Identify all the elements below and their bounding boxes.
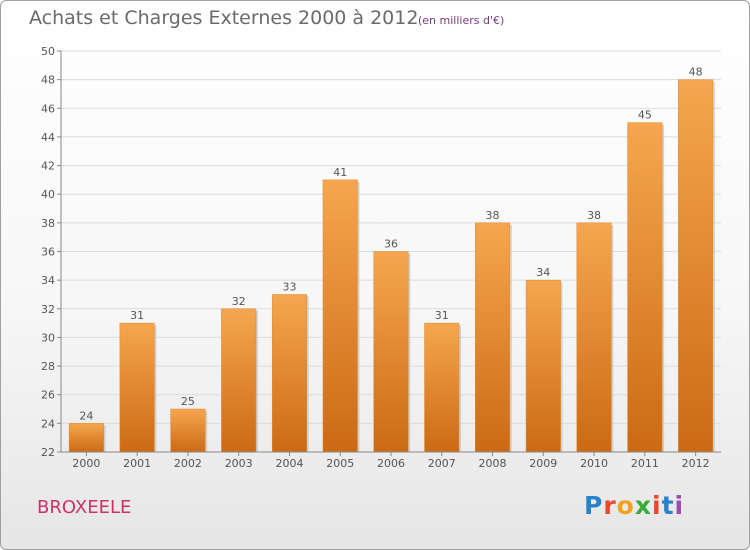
- x-tick-label: 2005: [326, 457, 354, 470]
- bar-value-label: 45: [638, 109, 652, 122]
- bar-value-label: 38: [486, 209, 500, 222]
- y-tick-label: 48: [41, 74, 55, 87]
- bar: [68, 423, 104, 453]
- logo-letter: t: [661, 491, 675, 520]
- x-tick-label: 2003: [225, 457, 253, 470]
- logo-letter: r: [603, 491, 617, 520]
- axes: [57, 50, 721, 456]
- y-tick-label: 24: [41, 417, 55, 430]
- y-tick-label: 34: [41, 274, 55, 287]
- x-tick-label: 2008: [479, 457, 507, 470]
- bar-value-label: 33: [282, 280, 296, 293]
- logo-letter: x: [634, 491, 652, 520]
- x-tick-label: 2006: [377, 457, 405, 470]
- bar-value-label: 36: [384, 238, 398, 251]
- y-tick-label: 26: [41, 389, 55, 402]
- y-tick-label: 44: [41, 131, 55, 144]
- bar-value-label: 38: [587, 209, 601, 222]
- y-tick-label: 36: [41, 246, 55, 259]
- bar: [221, 308, 257, 453]
- y-tick-label: 38: [41, 217, 55, 230]
- x-tick-label: 2002: [174, 457, 202, 470]
- y-tick-label: 40: [41, 188, 55, 201]
- proxiti-logo: Proxiti: [584, 491, 684, 520]
- bar-value-label: 34: [536, 266, 550, 279]
- town-name: BROXEELE: [37, 497, 132, 518]
- y-tick-label: 22: [41, 446, 55, 459]
- x-tick-label: 2001: [123, 457, 151, 470]
- bar: [424, 322, 460, 453]
- bar-value-label: 41: [333, 166, 347, 179]
- bar: [576, 222, 612, 453]
- y-tick-label: 46: [41, 102, 55, 115]
- bar-value-label: 25: [181, 395, 195, 408]
- bar: [475, 222, 511, 453]
- bar: [271, 294, 307, 453]
- bar-value-label: 24: [79, 409, 93, 422]
- x-tick-label: 2007: [428, 457, 456, 470]
- logo-letter: i: [674, 491, 685, 520]
- logo-letter: P: [584, 491, 604, 520]
- bar-value-label: 31: [130, 309, 144, 322]
- y-tick-label: 30: [41, 331, 55, 344]
- logo-letter: o: [616, 491, 635, 520]
- bar: [373, 251, 409, 453]
- x-tick-label: 2010: [580, 457, 608, 470]
- bar: [119, 322, 155, 453]
- y-tick-label: 28: [41, 360, 55, 373]
- bar: [322, 179, 358, 453]
- chart-title: Achats et Charges Externes 2000 à 2012: [29, 7, 419, 29]
- y-tick-label: 42: [41, 160, 55, 173]
- bar-value-label: 32: [232, 295, 246, 308]
- x-tick-label: 2012: [682, 457, 710, 470]
- bar: [170, 408, 206, 453]
- x-tick-label: 2011: [631, 457, 659, 470]
- labels: 22 24 26 28 30 32 34 36 38 40 42 44 46 48 50 24 2000 31 20…: [41, 45, 710, 470]
- bar-value-label: 48: [689, 66, 703, 79]
- bar-value-label: 31: [435, 309, 449, 322]
- bars: [68, 79, 715, 453]
- x-tick-label: 2000: [72, 457, 100, 470]
- y-tick-label: 50: [41, 45, 55, 58]
- bar: [678, 79, 714, 453]
- bar: [627, 122, 663, 453]
- x-tick-label: 2009: [529, 457, 557, 470]
- x-tick-label: 2004: [275, 457, 303, 470]
- logo-letter: i: [652, 491, 662, 520]
- chart-subtitle: (en milliers d'€): [418, 14, 505, 27]
- y-tick-label: 32: [41, 303, 55, 316]
- bar: [525, 279, 561, 453]
